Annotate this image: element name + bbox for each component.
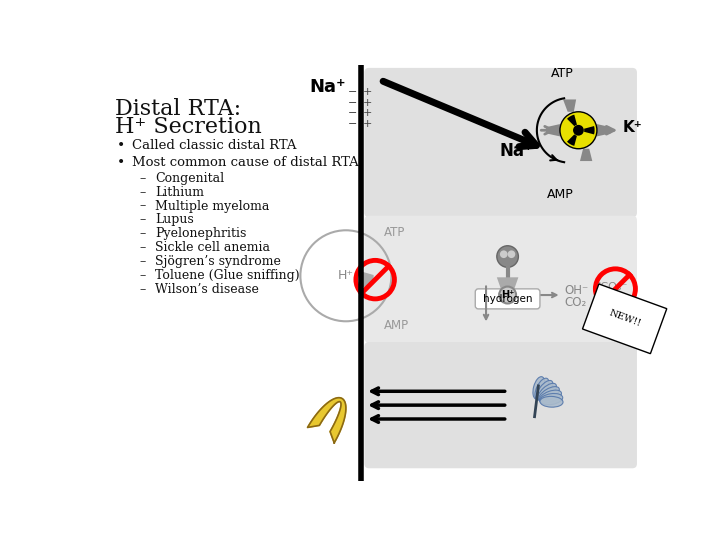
FancyBboxPatch shape (364, 342, 637, 468)
Text: Lupus: Lupus (155, 213, 194, 226)
Circle shape (497, 246, 518, 267)
Text: NEW!!: NEW!! (608, 309, 642, 329)
Polygon shape (363, 272, 374, 287)
Text: Congenital: Congenital (155, 172, 224, 185)
Text: +: + (363, 87, 372, 97)
Text: +: + (363, 119, 372, 129)
Text: Multiple myeloma: Multiple myeloma (155, 200, 269, 213)
Text: •: • (117, 139, 125, 153)
Text: ATP: ATP (384, 226, 406, 240)
Text: Most common cause of distal RTA: Most common cause of distal RTA (132, 156, 359, 168)
Ellipse shape (539, 390, 562, 403)
Polygon shape (546, 124, 560, 137)
Text: +: + (363, 109, 372, 118)
Text: H⁺: H⁺ (501, 290, 514, 300)
Text: Called classic distal RTA: Called classic distal RTA (132, 139, 297, 152)
Circle shape (572, 125, 584, 136)
FancyBboxPatch shape (364, 68, 637, 217)
Text: –: – (140, 255, 145, 268)
Text: Toluene (Glue sniffing): Toluene (Glue sniffing) (155, 269, 300, 282)
Text: CO₂: CO₂ (564, 296, 587, 309)
Ellipse shape (533, 377, 545, 399)
Text: −: − (347, 109, 356, 118)
Text: −: − (347, 98, 356, 107)
Text: –: – (140, 241, 145, 254)
Text: –: – (140, 213, 145, 226)
Ellipse shape (540, 396, 563, 407)
Ellipse shape (535, 378, 549, 400)
Text: AMP: AMP (384, 319, 410, 332)
Polygon shape (307, 397, 346, 443)
Ellipse shape (536, 381, 553, 400)
Text: H⁺ Secretion: H⁺ Secretion (115, 117, 261, 138)
Text: hydrogen: hydrogen (483, 294, 532, 304)
Ellipse shape (538, 383, 557, 401)
Text: –: – (140, 172, 145, 185)
Text: −: − (347, 87, 356, 97)
Polygon shape (580, 148, 593, 161)
Wedge shape (584, 126, 595, 134)
Polygon shape (497, 278, 518, 291)
Polygon shape (597, 124, 611, 137)
Text: +: + (363, 98, 372, 107)
Circle shape (560, 112, 597, 149)
Text: Na⁺: Na⁺ (500, 142, 534, 160)
Text: –: – (140, 283, 145, 296)
Circle shape (500, 251, 508, 258)
Text: Sickle cell anemia: Sickle cell anemia (155, 241, 270, 254)
Text: Na⁺: Na⁺ (310, 78, 346, 96)
Text: −: − (347, 119, 356, 129)
Text: –: – (140, 186, 145, 199)
Text: –: – (140, 200, 145, 213)
Text: OH⁻: OH⁻ (564, 284, 589, 297)
Wedge shape (567, 114, 577, 126)
Text: Sjögren’s syndrome: Sjögren’s syndrome (155, 255, 281, 268)
Text: HCO₃⁻: HCO₃⁻ (593, 281, 629, 292)
Text: ATP: ATP (551, 67, 573, 80)
Text: K⁺: K⁺ (623, 120, 643, 136)
Text: Lithium: Lithium (155, 186, 204, 199)
Polygon shape (563, 99, 576, 112)
Text: Distal RTA:: Distal RTA: (115, 98, 241, 120)
Text: H⁺: H⁺ (338, 269, 354, 282)
Circle shape (508, 251, 516, 258)
FancyBboxPatch shape (364, 215, 637, 343)
Circle shape (573, 125, 584, 136)
Text: –: – (140, 269, 145, 282)
Circle shape (499, 287, 516, 303)
Wedge shape (567, 134, 577, 146)
Text: AMP: AMP (547, 188, 574, 201)
Ellipse shape (539, 387, 559, 402)
Text: Wilson’s disease: Wilson’s disease (155, 283, 258, 296)
Text: –: – (140, 227, 145, 240)
FancyBboxPatch shape (475, 289, 540, 309)
Text: •: • (117, 156, 125, 170)
Ellipse shape (540, 394, 563, 405)
Text: Pyelonephritis: Pyelonephritis (155, 227, 246, 240)
